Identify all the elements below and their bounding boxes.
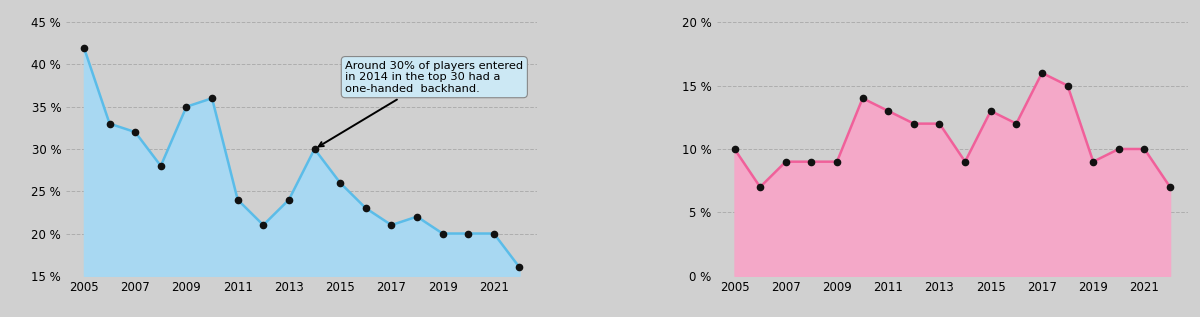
Text: Around 30% of players entered
in 2014 in the top 30 had a
one-handed  backhand.: Around 30% of players entered in 2014 in… — [319, 61, 523, 146]
